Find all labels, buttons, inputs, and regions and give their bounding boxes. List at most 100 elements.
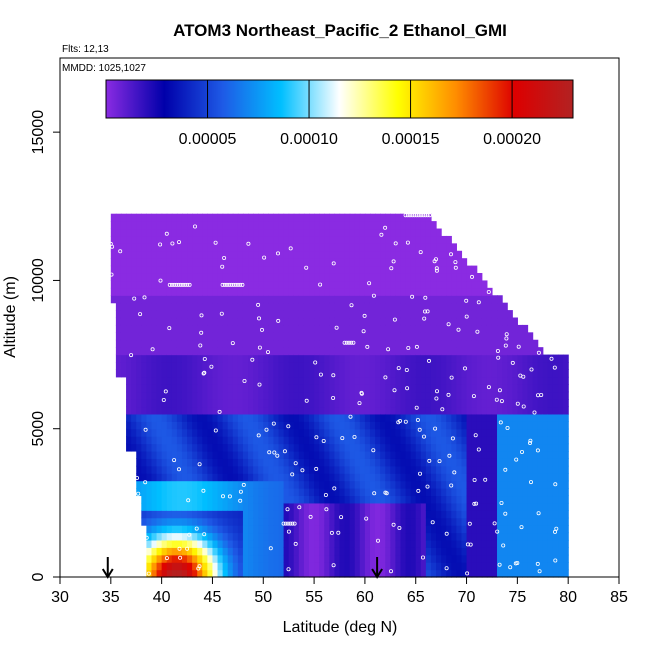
heatmap-cell [552, 532, 559, 541]
heatmap-cell [390, 295, 396, 304]
heatmap-cell [410, 539, 417, 548]
heatmap-cell [420, 228, 427, 237]
heatmap-cell [491, 361, 498, 370]
heatmap-cell [415, 406, 422, 415]
heatmap-cell [476, 465, 483, 474]
heatmap-cell [314, 265, 320, 274]
heatmap-cell [563, 361, 569, 370]
heatmap-cell [146, 413, 153, 422]
x-tick-label: 80 [559, 589, 577, 606]
heatmap-cell [471, 391, 478, 400]
heatmap-cell [359, 562, 366, 571]
track-point [437, 459, 442, 464]
heatmap-cell [232, 273, 239, 282]
track-point [462, 366, 467, 371]
heatmap-cell [232, 480, 239, 489]
heatmap-cell [187, 450, 193, 459]
heatmap-cell [349, 287, 356, 296]
heatmap-cell [456, 495, 463, 504]
track-point [417, 427, 422, 432]
heatmap-cell [385, 339, 391, 348]
heatmap-cell [171, 332, 178, 341]
heatmap-cell [349, 280, 356, 289]
heatmap-cell [471, 295, 478, 304]
heatmap-cell [192, 510, 198, 519]
heatmap-cell [166, 547, 173, 556]
track-point [300, 468, 305, 473]
heatmap-cell [359, 391, 366, 400]
heatmap-cell [258, 213, 264, 222]
heatmap-cell [136, 436, 142, 445]
heatmap-cell [273, 413, 280, 422]
heatmap-cell [517, 339, 524, 348]
heatmap-cell [176, 302, 183, 311]
heatmap-cell [197, 324, 203, 333]
track-point [444, 531, 449, 536]
heatmap-cell [410, 258, 417, 267]
heatmap-cell [212, 532, 219, 541]
heatmap-cell [471, 361, 478, 370]
heatmap-cell [380, 554, 386, 563]
heatmap-cell [522, 443, 529, 452]
heatmap-cell [202, 539, 208, 548]
heatmap-cell [288, 421, 295, 430]
heatmap-cell [253, 473, 259, 482]
heatmap-cell [466, 369, 473, 378]
heatmap-cell [278, 369, 285, 378]
heatmap-cell [324, 310, 330, 319]
heatmap-cell [497, 502, 503, 511]
heatmap-cell [476, 361, 483, 370]
heatmap-cell [324, 495, 330, 504]
heatmap-cell [309, 228, 315, 237]
heatmap-cell [171, 532, 178, 541]
track-point [528, 438, 533, 443]
heatmap-cell [359, 280, 366, 289]
heatmap-cell [552, 421, 559, 430]
heatmap-cell [146, 213, 153, 222]
heatmap-cell [522, 480, 529, 489]
heatmap-cell [461, 384, 468, 393]
heatmap-cell [466, 525, 473, 534]
heatmap-cell [507, 443, 513, 452]
heatmap-cell [390, 354, 396, 363]
heatmap-cell [268, 547, 275, 556]
x-tick-label: 85 [610, 589, 628, 606]
heatmap-cell [481, 399, 488, 408]
heatmap-cell [222, 265, 229, 274]
heatmap-cell [400, 250, 407, 259]
heatmap-cell [324, 547, 330, 556]
heatmap-cell [248, 517, 254, 526]
heatmap-cell [461, 347, 468, 356]
heatmap-cell [436, 258, 442, 267]
track-point [427, 458, 432, 463]
heatmap-cell [197, 443, 203, 452]
heatmap-cell [293, 243, 300, 252]
heatmap-cell [405, 354, 412, 363]
track-point [167, 326, 172, 331]
heatmap-cell [471, 302, 478, 311]
heatmap-cell [126, 235, 132, 244]
heatmap-cell [263, 525, 269, 534]
heatmap-cell [141, 510, 147, 519]
heatmap-cell [181, 243, 188, 252]
heatmap-cell [263, 510, 269, 519]
heatmap-cell [542, 547, 549, 556]
heatmap-cell [176, 213, 183, 222]
heatmap-cell [334, 502, 341, 511]
heatmap-cell [537, 361, 544, 370]
heatmap-cell [349, 376, 356, 385]
heatmap-cell [268, 495, 275, 504]
heatmap-cell [258, 228, 264, 237]
heatmap-cell [293, 273, 300, 282]
heatmap-cell [309, 421, 315, 430]
heatmap-cell [476, 399, 483, 408]
heatmap-cell [476, 436, 483, 445]
track-point [172, 282, 177, 287]
heatmap-cell [278, 250, 285, 259]
track-point [410, 213, 415, 218]
heatmap-cell [166, 525, 173, 534]
heatmap-cell [558, 539, 564, 548]
heatmap-cell [237, 361, 244, 370]
track-point [553, 482, 558, 487]
heatmap-cell [354, 384, 361, 393]
